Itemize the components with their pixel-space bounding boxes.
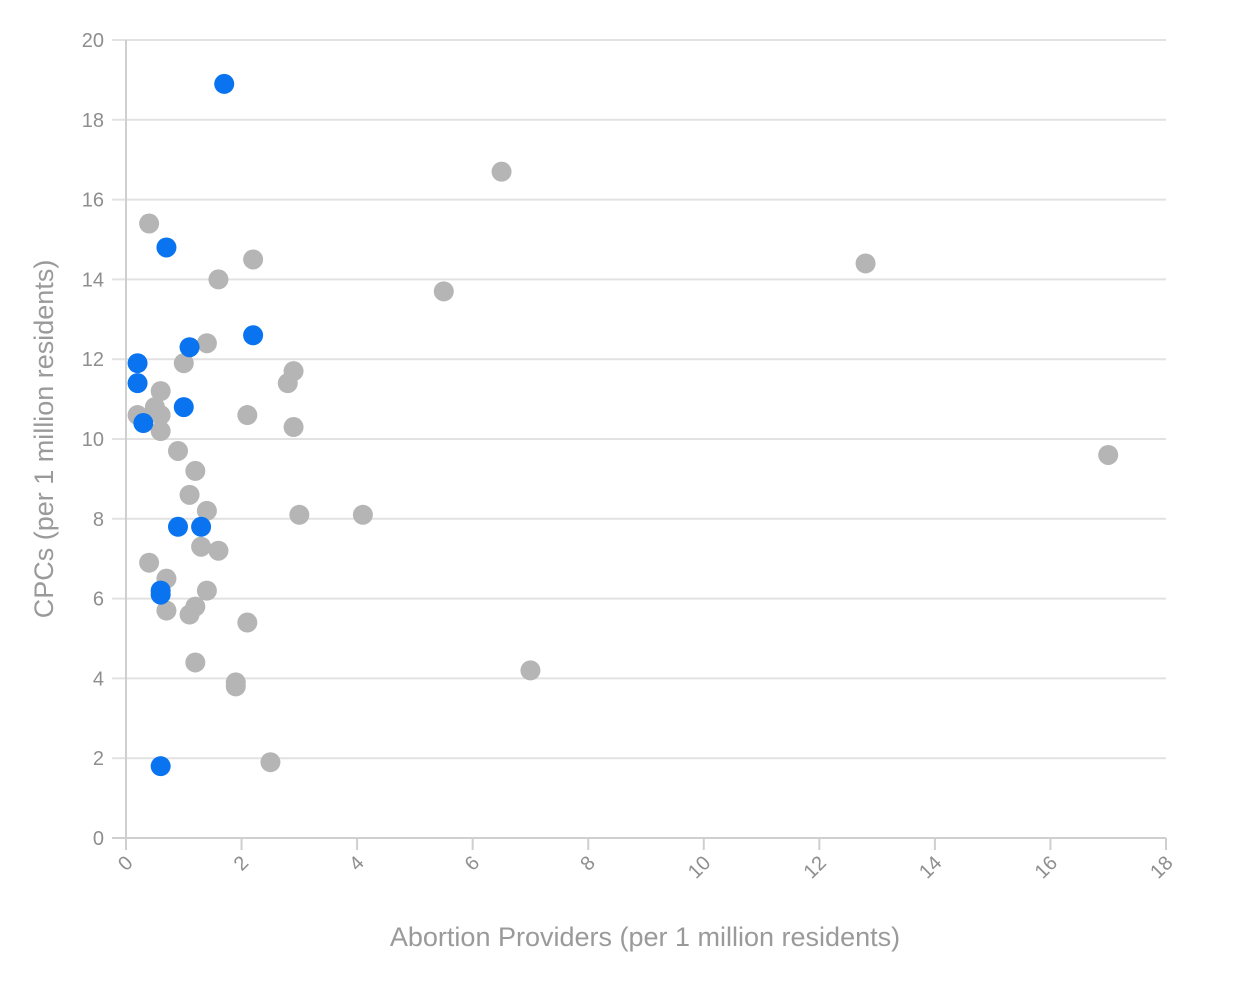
x-tick-label: 16 [1031,852,1062,883]
data-point-highlight[interactable] [214,73,235,94]
data-point[interactable] [196,500,217,521]
x-tick-label: 2 [230,852,253,875]
data-point-highlight[interactable] [150,756,171,777]
data-point-highlight[interactable] [179,337,200,358]
data-point[interactable] [139,213,160,234]
data-point-highlight[interactable] [168,516,188,537]
x-axis-title: Abortion Providers (per 1 million reside… [390,922,900,952]
data-point[interactable] [260,752,281,773]
data-point-highlight[interactable] [243,325,264,346]
y-tick-label: 2 [93,748,104,770]
y-tick-label: 18 [82,110,104,132]
data-point[interactable] [237,612,258,633]
y-tick-label: 14 [82,269,104,291]
data-point[interactable] [283,361,304,382]
data-points [127,73,1119,777]
data-point[interactable] [179,604,200,625]
y-tick-label: 6 [93,589,104,611]
data-point[interactable] [433,281,454,302]
data-point[interactable] [352,504,373,525]
y-tick-label: 4 [93,668,104,690]
data-point[interactable] [179,484,200,505]
data-point-highlight[interactable] [127,353,148,374]
x-axis-ticks: 0 2 4 6 8 10 12 14 16 18 [114,838,1178,883]
data-point[interactable] [185,652,206,673]
y-axis-ticks: 0 2 4 6 8 10 12 14 16 18 20 [82,30,104,850]
grid-lines [112,39,1166,760]
y-tick-label: 20 [82,30,104,52]
data-point[interactable] [491,161,512,182]
data-point[interactable] [196,580,217,601]
data-point-highlight[interactable] [173,397,194,418]
x-tick-label: 4 [345,852,368,875]
data-point[interactable] [1098,444,1119,465]
data-point-highlight[interactable] [191,516,212,537]
x-tick-label: 0 [114,852,137,875]
data-point[interactable] [208,540,229,561]
x-tick-label: 8 [576,852,599,875]
x-tick-label: 12 [800,852,831,883]
y-axis-title: CPCs (per 1 million residents) [29,260,59,619]
data-point[interactable] [855,253,876,274]
data-point-highlight[interactable] [127,373,148,394]
y-tick-label: 0 [93,828,104,850]
data-point[interactable] [139,552,160,573]
data-point[interactable] [208,269,229,290]
x-tick-label: 10 [684,852,715,883]
data-point[interactable] [237,405,258,426]
data-point-highlight[interactable] [150,584,171,605]
data-point[interactable] [150,381,171,402]
data-point-highlight[interactable] [133,413,154,434]
data-point[interactable] [173,353,194,374]
axes [112,40,1166,839]
data-point-highlight[interactable] [156,237,177,258]
x-tick-label: 6 [461,852,484,875]
y-tick-label: 12 [82,349,104,371]
data-point[interactable] [196,333,217,354]
data-point[interactable] [191,536,212,557]
y-tick-label: 16 [82,190,104,212]
data-point[interactable] [168,440,188,461]
data-point[interactable] [156,600,177,621]
x-tick-label: 14 [915,852,946,883]
x-tick-label: 18 [1146,852,1177,883]
data-point[interactable] [150,405,171,426]
y-tick-label: 8 [93,509,104,531]
y-tick-label: 10 [82,429,104,451]
data-point[interactable] [283,417,304,438]
data-point[interactable] [150,421,171,442]
data-point[interactable] [243,249,264,270]
data-point[interactable] [225,676,246,697]
data-point[interactable] [520,660,541,681]
data-point[interactable] [185,460,206,481]
data-point[interactable] [289,504,310,525]
